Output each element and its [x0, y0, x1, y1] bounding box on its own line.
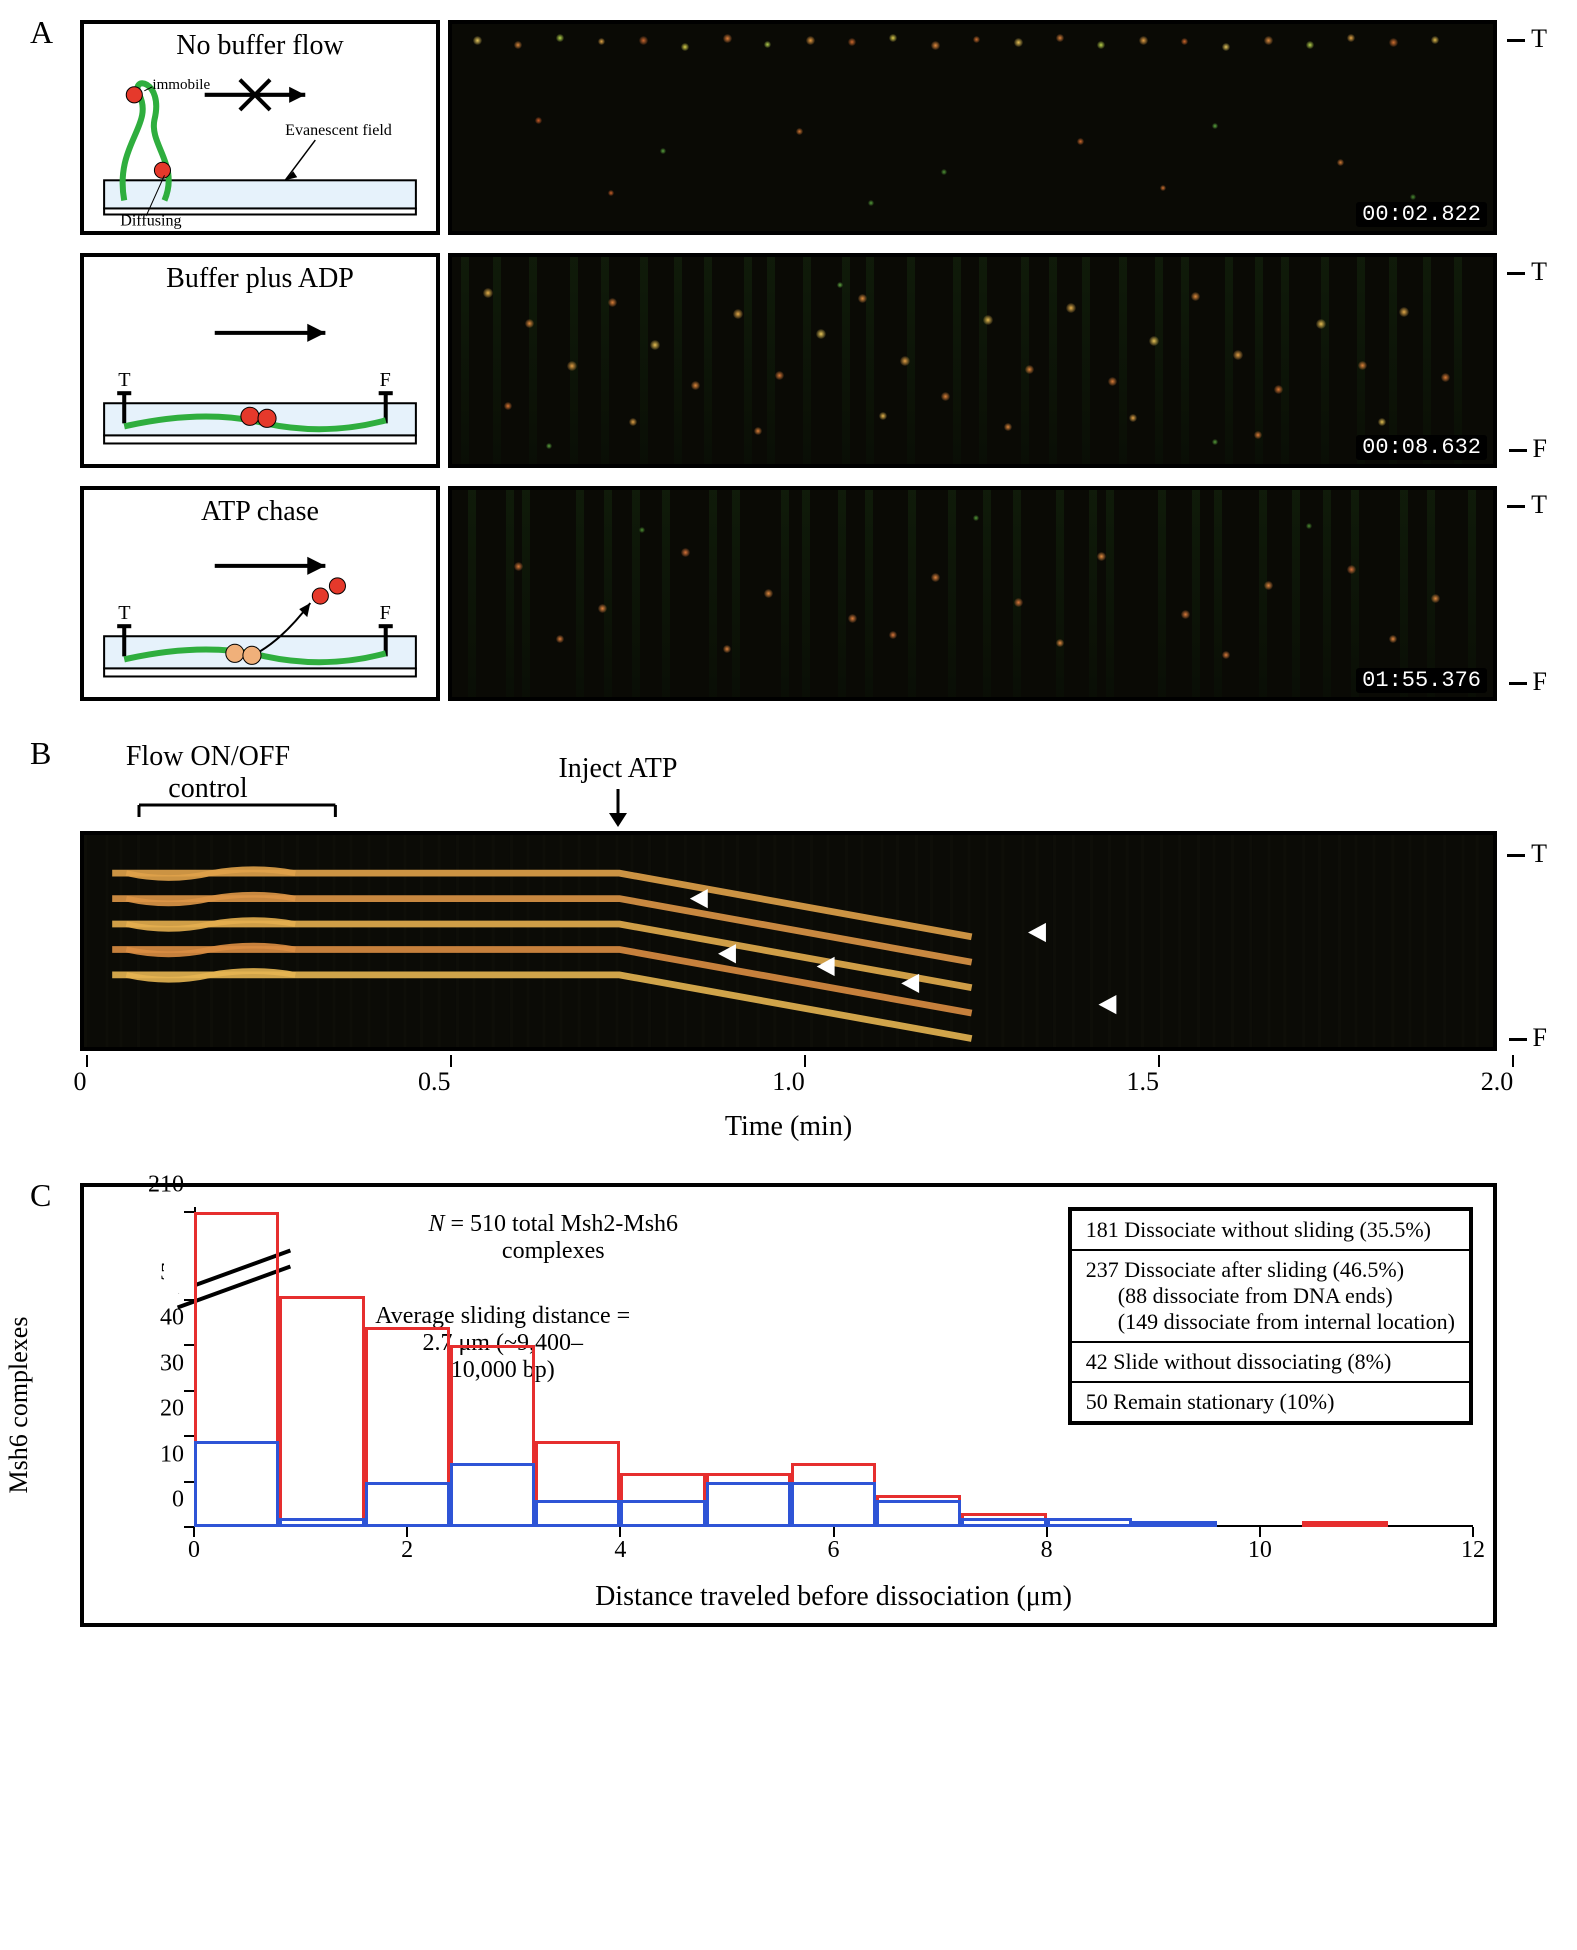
svg-text:F: F: [380, 602, 391, 624]
c-ytick-label: 210: [124, 1172, 184, 1199]
legend-row: 181 Dissociate without sliding (35.5%): [1072, 1211, 1469, 1251]
histogram-bar: [365, 1482, 450, 1527]
panel-b-xtick: 0.5: [434, 1055, 467, 1097]
panel-a-side-f: F: [1533, 434, 1547, 464]
micrograph-timestamp: 00:02.822: [1356, 202, 1487, 227]
panel-b-side-t: T: [1531, 839, 1547, 869]
histogram-bar: [1132, 1521, 1217, 1527]
legend-row: 50 Remain stationary (10%): [1072, 1383, 1469, 1421]
c-xtick: 8: [1041, 1527, 1053, 1564]
svg-text:F: F: [380, 369, 391, 391]
panel-c-label: C: [30, 1177, 51, 1214]
panel-a-diagram-title: No buffer flow: [84, 30, 436, 62]
svg-text:T: T: [118, 369, 130, 391]
panel-b-xaxis-title: Time (min): [80, 1111, 1497, 1143]
histogram-bar: [961, 1518, 1046, 1527]
c-ytick-label: 30: [124, 1350, 184, 1377]
figure: A No buffer flowimmobileDiffusingEvanesc…: [20, 20, 1557, 1627]
c-xaxis-ticks: 024681012: [194, 1527, 1473, 1577]
histogram-bar: [194, 1441, 279, 1527]
panel-a-row: ATP chase T F 01:55.376 T F: [20, 486, 1557, 701]
panel-c-xlabel: Distance traveled before dissociation (μ…: [194, 1581, 1473, 1613]
panel-b-top-labels: Flow ON/OFF control Inject ATP: [80, 741, 1497, 831]
kymograph-svg: [84, 835, 1493, 1047]
panel-c-legend: 181 Dissociate without sliding (35.5%)23…: [1068, 1207, 1473, 1425]
panel-b-xtick: 1.0: [789, 1055, 822, 1097]
c-xtick: 4: [614, 1527, 626, 1564]
panel-b-xaxis: 00.51.01.52.0: [80, 1055, 1497, 1115]
legend-row: 237 Dissociate after sliding (46.5%)(88 …: [1072, 1251, 1469, 1343]
svg-text:immobile: immobile: [152, 77, 210, 93]
c-xtick: 2: [401, 1527, 413, 1564]
panel-b-xtick: 2.0: [1497, 1055, 1530, 1097]
flow-bracket: [137, 803, 345, 829]
inject-atp-arrow-icon: [603, 787, 633, 827]
panel-c-ylabel: Number of Msh2- Msh6 complexes: [0, 1311, 34, 1499]
histogram-bar: [1302, 1521, 1387, 1527]
panel-b-side-f: F: [1533, 1023, 1547, 1053]
panel-a-side-t: T: [1531, 24, 1547, 54]
svg-text:T: T: [118, 602, 130, 624]
panel-a-diagram: ATP chase T F: [80, 486, 440, 701]
c-annot-total: N = 510 total Msh2-Msh6 complexes: [428, 1211, 678, 1265]
c-xtick: 10: [1248, 1527, 1272, 1564]
panel-a-micrograph: 00:08.632: [448, 253, 1497, 468]
panel-b-kymograph: [80, 831, 1497, 1051]
panel-b-xtick: 0: [80, 1055, 93, 1097]
micrograph-timestamp: 00:08.632: [1356, 435, 1487, 460]
micrograph-timestamp: 01:55.376: [1356, 668, 1487, 693]
panel-b-xtick: 1.5: [1143, 1055, 1176, 1097]
panel-a-diagram-title: ATP chase: [84, 496, 436, 528]
histogram-bar: [876, 1500, 961, 1527]
panel-a-row: No buffer flow immobile Diffusing Evanescen…: [20, 20, 1557, 235]
panel-a-side-f: F: [1533, 667, 1547, 697]
panel-a-micrograph: 00:02.822: [448, 20, 1497, 235]
histogram-bar: [1047, 1518, 1132, 1527]
histogram-bar: [620, 1500, 705, 1527]
histogram-bar: [706, 1482, 791, 1527]
histogram-bar: [450, 1463, 535, 1527]
c-ytick-label: 20: [124, 1396, 184, 1423]
c-xtick: 6: [828, 1527, 840, 1564]
histogram-bar: [279, 1296, 364, 1527]
c-xtick: 0: [188, 1527, 200, 1564]
svg-text:Evanescent field: Evanescent field: [285, 122, 392, 139]
legend-row: 42 Slide without dissociating (8%): [1072, 1343, 1469, 1383]
panel-a: A No buffer flowimmobileDiffusingEvanesc…: [20, 20, 1557, 701]
flow-onoff-label: Flow ON/OFF control: [126, 741, 290, 805]
svg-text:Diffusing: Diffusing: [120, 213, 181, 230]
c-ytick-label: 40: [124, 1305, 184, 1332]
inject-atp-label: Inject ATP: [558, 753, 677, 785]
panel-a-diagram-title: Buffer plus ADP: [84, 263, 436, 295]
panel-c: C Number of Msh2- Msh6 complexes 0102030…: [80, 1183, 1497, 1627]
c-ytick-label: 10: [124, 1441, 184, 1468]
panel-a-side-t: T: [1531, 257, 1547, 287]
panel-b-label: B: [30, 735, 51, 772]
panel-b: B Flow ON/OFF control Inject ATP T F 00.…: [80, 741, 1497, 1143]
panel-a-row: Buffer plus ADP T F 00:08.632 T F: [20, 253, 1557, 468]
c-xtick: 12: [1461, 1527, 1485, 1564]
histogram-bar: [791, 1482, 876, 1527]
histogram-bar: [279, 1518, 364, 1527]
panel-c-chartbox: Number of Msh2- Msh6 complexes 010203040…: [80, 1183, 1497, 1627]
panel-a-diagram: Buffer plus ADP T F: [80, 253, 440, 468]
panel-a-diagram: No buffer flow immobile Diffusing Evanescen…: [80, 20, 440, 235]
panel-a-micrograph: 01:55.376: [448, 486, 1497, 701]
panel-a-side-t: T: [1531, 490, 1547, 520]
c-ytick-label: 0: [124, 1487, 184, 1514]
histogram-bar: [535, 1500, 620, 1527]
